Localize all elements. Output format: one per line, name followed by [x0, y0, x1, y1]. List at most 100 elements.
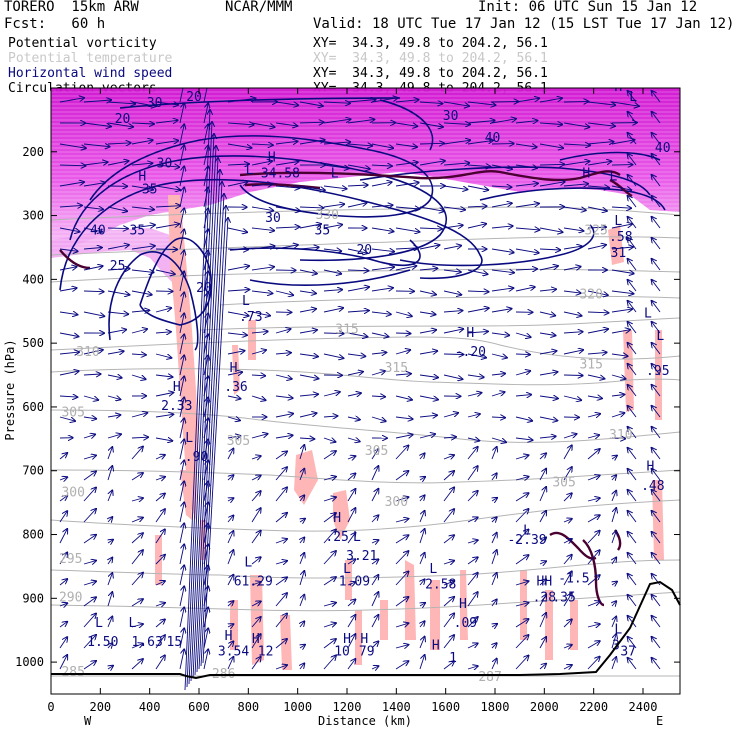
circulation-vector — [59, 288, 77, 291]
circulation-vector — [371, 332, 388, 337]
circulation-vector — [587, 531, 600, 544]
circulation-vector — [515, 121, 537, 123]
pv-extremum-label: 12 — [258, 645, 274, 660]
wind-contour-label: 30 — [157, 157, 173, 172]
circulation-vector — [611, 140, 634, 145]
circulation-vector — [515, 204, 539, 208]
circulation-vector — [395, 597, 408, 607]
circulation-vector — [347, 456, 355, 459]
circulation-vector — [419, 161, 445, 166]
theta-contour-label: 330 — [316, 208, 339, 223]
circulation-vector — [563, 645, 572, 648]
circulation-vector — [539, 98, 562, 103]
circulation-vector — [652, 532, 661, 544]
circulation-vector — [419, 434, 435, 439]
circulation-vector — [652, 637, 661, 649]
circulation-vector — [515, 477, 529, 480]
circulation-vector — [611, 247, 633, 249]
circulation-vector — [539, 416, 557, 421]
circulation-vector — [107, 161, 129, 166]
pv-extremum-label: .48 — [641, 479, 664, 494]
circulation-vector — [227, 417, 240, 420]
pv-extremum-label: 1.09 — [339, 575, 370, 590]
header: TORERO 15km ARW NCAR/MMM Init: 06 UTC Su… — [0, 0, 740, 100]
circulation-vector — [59, 352, 79, 354]
circulation-vector — [563, 311, 582, 316]
circulation-vector — [203, 145, 208, 166]
circulation-vector — [275, 665, 287, 669]
circulation-vector — [323, 269, 341, 274]
circulation-vector — [299, 438, 314, 439]
circulation-vector — [492, 643, 497, 648]
circulation-vector — [107, 415, 120, 417]
circulation-vector — [155, 206, 180, 207]
circulation-vector — [107, 330, 126, 333]
circulation-vector — [652, 595, 661, 607]
circulation-vector — [107, 447, 112, 460]
circulation-vector — [420, 621, 425, 628]
legend-theta: Potential temperature — [8, 51, 173, 66]
init-time: Init: 06 UTC Sun 15 Jan 12 — [478, 0, 698, 15]
circulation-vector — [443, 613, 454, 628]
circulation-vector — [515, 98, 539, 103]
circulation-vector — [628, 448, 637, 460]
circulation-vector — [347, 599, 355, 607]
circulation-vector — [563, 619, 572, 628]
circulation-vector — [652, 385, 661, 397]
circulation-vector — [323, 164, 349, 168]
circulation-vector — [467, 517, 478, 523]
theta-contour-label: 285 — [61, 665, 84, 680]
pv-extremum-label: L — [523, 524, 531, 539]
circulation-vector — [539, 182, 565, 187]
circulation-vector — [131, 185, 153, 190]
pv-extremum-label: L — [353, 530, 361, 545]
circulation-vector — [59, 603, 67, 606]
x-tick-label: 2200 — [579, 700, 608, 714]
theta-contour-label: 315 — [335, 323, 358, 338]
circulation-vector — [179, 124, 184, 145]
y-tick-label: 800 — [22, 528, 44, 542]
circulation-vector — [492, 600, 497, 607]
wind-contours — [59, 97, 666, 351]
circulation-vector — [371, 288, 393, 291]
circulation-vector — [628, 196, 637, 208]
circulation-vector — [652, 490, 661, 502]
circulation-vector — [467, 165, 491, 167]
circulation-vector — [323, 186, 347, 189]
theta-contour-label: 320 — [579, 288, 602, 303]
circulation-vector — [179, 271, 184, 292]
pv-extremum-label: H — [466, 326, 474, 341]
circulation-vector — [443, 354, 463, 355]
circulation-vector — [251, 144, 273, 145]
theta-contour-label: 305 — [552, 476, 575, 491]
circulation-vector — [83, 183, 105, 187]
circulation-vector — [323, 513, 336, 523]
circulation-vector — [652, 301, 661, 313]
circulation-vector — [628, 217, 637, 229]
circulation-vector — [275, 374, 292, 379]
circulation-vector — [83, 661, 96, 670]
circulation-vector — [299, 374, 318, 379]
circulation-vector — [131, 329, 147, 334]
circulation-vector — [131, 447, 143, 460]
y-tick-label: 300 — [22, 209, 44, 223]
circulation-vector — [227, 531, 233, 544]
wind-contour-label: 20 — [356, 243, 372, 258]
valid-time: Valid: 18 UTC Tue 17 Jan 12 (15 LST Tue … — [313, 16, 735, 32]
pv-extremum-label: 1 — [449, 651, 457, 666]
circulation-vector — [59, 205, 82, 207]
circulation-vector — [587, 186, 609, 188]
circulation-vector — [59, 622, 67, 628]
circulation-vector — [491, 186, 511, 187]
circulation-vector — [371, 515, 378, 523]
circulation-vector — [467, 592, 478, 607]
circulation-vector — [491, 447, 497, 460]
circulation-vector — [443, 101, 469, 106]
circulation-vector — [59, 165, 86, 166]
circulation-vector — [155, 269, 175, 274]
circulation-vector — [628, 469, 637, 481]
circulation-vector — [188, 134, 214, 685]
circulation-vector — [131, 573, 143, 586]
theta-contour-label: 310 — [76, 345, 99, 360]
